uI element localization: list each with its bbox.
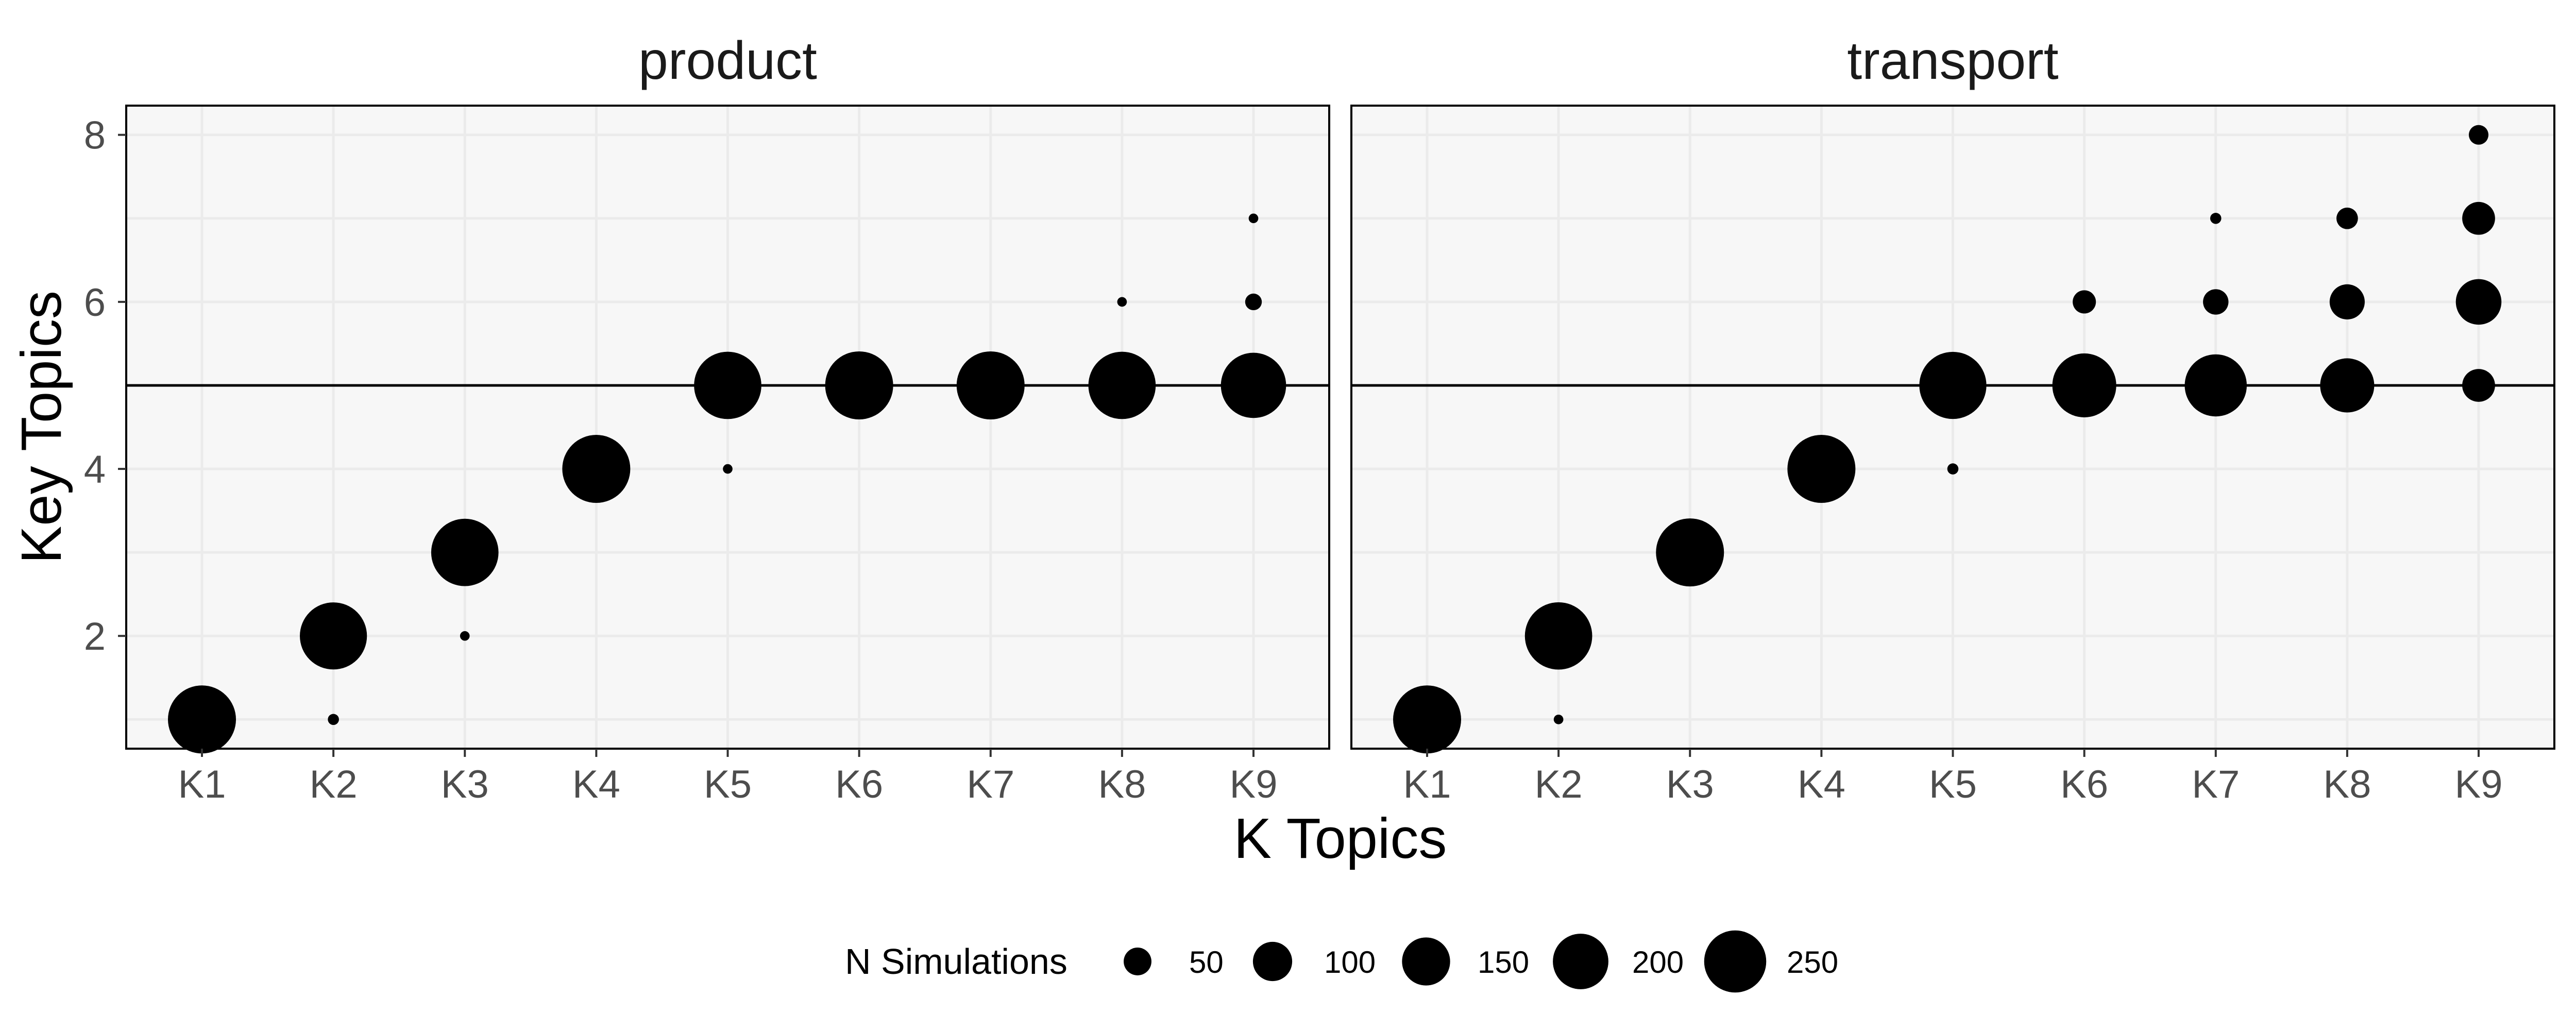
- x-tick-label: K7: [2192, 763, 2240, 806]
- y-axis-title: Key Topics: [10, 291, 73, 564]
- data-point: [2455, 279, 2502, 325]
- data-point: [1248, 213, 1259, 224]
- panel-product: product K1 K2 K3 K4 K5 K6 K7 K8 K9 2 4 6 8: [84, 31, 1330, 806]
- data-point: [1393, 685, 1461, 754]
- data-point: [1088, 351, 1156, 419]
- data-point: [2336, 207, 2358, 229]
- data-point: [431, 518, 499, 586]
- panel-title: transport: [1847, 31, 2059, 91]
- legend-key-label: 100: [1324, 945, 1376, 980]
- data-point: [1221, 352, 1286, 418]
- x-tick-label: K1: [178, 763, 226, 806]
- legend-key-circle: [1704, 930, 1767, 993]
- data-point: [2052, 353, 2116, 417]
- data-point: [825, 351, 893, 419]
- x-tick-label: K4: [572, 763, 620, 806]
- legend-key-circle: [1124, 948, 1151, 975]
- legend-key-circle: [1252, 941, 1293, 982]
- data-point: [2329, 284, 2365, 319]
- data-point: [2320, 358, 2375, 413]
- legend-key-label: 50: [1189, 945, 1224, 980]
- x-axis-title: K Topics: [1234, 807, 1447, 870]
- data-point: [168, 685, 236, 754]
- y-tick-label: 4: [84, 448, 106, 492]
- data-point: [2462, 369, 2495, 402]
- x-tick-label: K7: [967, 763, 1014, 806]
- legend-key-label: 250: [1787, 945, 1838, 980]
- x-tick-label: K1: [1403, 763, 1451, 806]
- data-point: [2210, 213, 2222, 224]
- x-tick-label: K3: [1666, 763, 1714, 806]
- data-point: [1117, 297, 1127, 307]
- y-tick-label: 8: [84, 114, 106, 158]
- data-point: [2203, 289, 2229, 315]
- data-point: [1553, 714, 1564, 724]
- x-tick-label: K2: [1535, 763, 1583, 806]
- data-point: [2468, 125, 2489, 145]
- panels-layer: product K1 K2 K3 K4 K5 K6 K7 K8 K9 2 4 6 8 transport K1…: [84, 31, 2555, 806]
- x-tick-label: K5: [704, 763, 752, 806]
- data-point: [723, 464, 733, 474]
- x-tick-label: K2: [310, 763, 358, 806]
- data-point: [1947, 463, 1959, 475]
- data-point: [1524, 602, 1592, 670]
- x-tick-label: K6: [835, 763, 883, 806]
- size-legend: N Simulations 50 100 150 200 250: [845, 930, 1838, 993]
- data-point: [1919, 351, 1987, 419]
- x-tick-label: K4: [1798, 763, 1845, 806]
- legend-key-label: 200: [1632, 945, 1684, 980]
- legend-key-circle: [1402, 937, 1450, 986]
- x-tick-label: K6: [2060, 763, 2108, 806]
- data-point: [2073, 290, 2096, 314]
- x-tick-label: K9: [2455, 763, 2503, 806]
- data-point: [1787, 435, 1856, 503]
- data-point: [562, 435, 631, 503]
- legend-key-circle: [1553, 934, 1608, 989]
- x-tick-label: K8: [1098, 763, 1146, 806]
- y-tick-label: 6: [84, 281, 106, 325]
- panel-title: product: [638, 31, 817, 91]
- data-point: [694, 351, 761, 419]
- data-point: [1245, 293, 1262, 311]
- panel-transport: transport K1 K2 K3 K4 K5 K6 K7 K8 K9: [1350, 31, 2555, 806]
- x-tick-label: K8: [2323, 763, 2371, 806]
- data-point: [460, 631, 470, 641]
- y-tick-label: 2: [84, 615, 106, 658]
- data-point: [956, 351, 1025, 419]
- data-point: [300, 602, 367, 670]
- data-point: [1656, 518, 1724, 587]
- data-point: [2462, 201, 2495, 235]
- x-tick-label: K9: [1230, 763, 1278, 806]
- data-point: [2184, 354, 2247, 417]
- data-point: [328, 714, 339, 725]
- legend-title: N Simulations: [845, 941, 1067, 982]
- legend-key-label: 150: [1478, 945, 1529, 980]
- x-tick-label: K5: [1929, 763, 1977, 806]
- x-tick-label: K3: [441, 763, 489, 806]
